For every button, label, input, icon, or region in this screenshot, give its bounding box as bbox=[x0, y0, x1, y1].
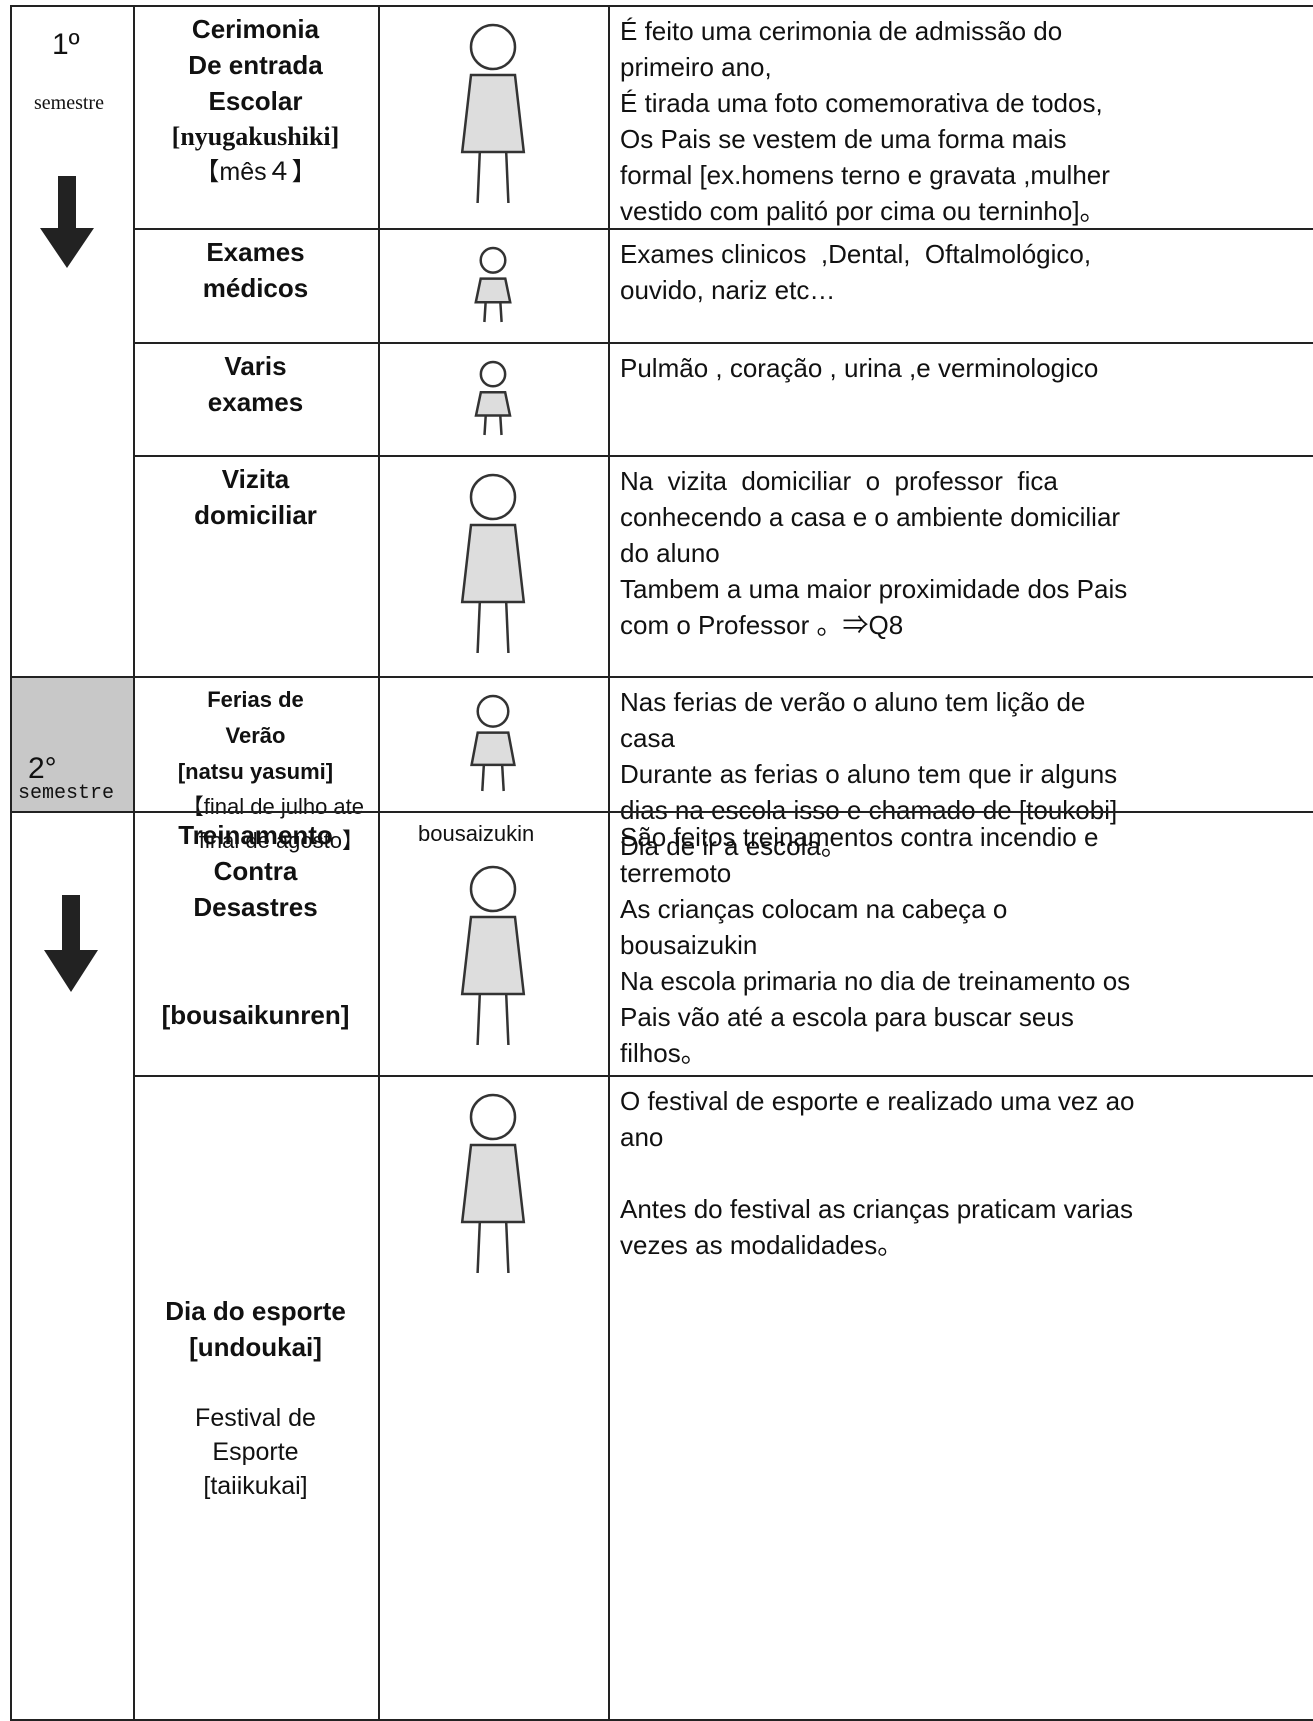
event-note-line: final de agosto】 bbox=[198, 828, 364, 853]
event-name-line: [undoukai] bbox=[189, 1332, 322, 1362]
description-line: ano bbox=[620, 1122, 664, 1152]
description-line: filhos。 bbox=[620, 1038, 707, 1068]
description-line: É tirada uma foto comemorativa de todos, bbox=[620, 88, 1103, 118]
event-note-line: 【final de julho ate bbox=[181, 794, 364, 819]
illustration bbox=[460, 23, 526, 204]
event-name: Exames médicos bbox=[133, 234, 378, 338]
description-line: conhecendo a casa e o ambiente domicilia… bbox=[620, 502, 1121, 532]
description-line: Tambem a uma maior proximidade dos Pais bbox=[620, 574, 1128, 604]
event-name: Cerimonia De entrada Escolar [nyugakushiki]… bbox=[133, 11, 378, 224]
description-line: dias na escola isso e chamado de [toukob… bbox=[620, 795, 1118, 825]
event-name-line: Dia do esporte bbox=[165, 1296, 346, 1326]
semester-sublabel: semestre bbox=[34, 92, 104, 114]
description-line: com o Professor 。⇒Q8 bbox=[620, 610, 904, 640]
description-line: Pais vão até a escola para buscar seus bbox=[620, 1002, 1074, 1032]
description-line: vezes as modalidades。 bbox=[620, 1230, 904, 1260]
description-line: É feito uma cerimonia de admissão do bbox=[620, 16, 1063, 46]
event-name: Vizita domiciliar bbox=[133, 461, 378, 672]
event-note-line: Esporte bbox=[212, 1438, 299, 1466]
event-name-line: médicos bbox=[202, 273, 309, 303]
description-line: As crianças colocam na cabeça o bbox=[620, 894, 1008, 924]
description-line: São feitos treinamentos contra incendio … bbox=[620, 822, 1099, 852]
illustration bbox=[474, 360, 512, 436]
event-name-line: [nyugakushiki] bbox=[171, 122, 340, 151]
description-line: terremoto bbox=[620, 858, 732, 888]
description-line: Na escola primaria no dia de treinamento… bbox=[620, 966, 1131, 996]
event-note-line: 【mês４】 bbox=[194, 158, 317, 186]
event-name-line: Exames bbox=[206, 237, 305, 267]
event-name: Varis exames bbox=[133, 348, 378, 451]
description-line: Dia de ir a escola。 bbox=[620, 831, 847, 861]
illustration bbox=[470, 694, 516, 792]
event-name-line: Contra bbox=[213, 856, 298, 886]
description-line: vestido com palitó por cima ou terninho]… bbox=[620, 196, 1106, 226]
description-line: Na vizita domiciliar o professor fica bbox=[620, 466, 1058, 496]
event-name: Treinamento Contra Desastres [bousaikunren] bbox=[133, 817, 378, 1071]
event-name-line: De entrada bbox=[188, 50, 323, 80]
description-line: bousaizukin bbox=[620, 930, 758, 960]
event-name-line: [natsu yasumi] bbox=[177, 759, 334, 784]
description-line: primeiro ano, bbox=[620, 52, 772, 82]
event-name-line: Ferias de bbox=[207, 687, 304, 712]
description-line: casa bbox=[620, 723, 675, 753]
description-line: formal [ex.homens terno e gravata ,mulhe… bbox=[620, 160, 1110, 190]
semester-cell bbox=[10, 811, 135, 1721]
illustration bbox=[460, 473, 526, 654]
illustration bbox=[460, 1093, 526, 1274]
description-line: do aluno bbox=[620, 538, 720, 568]
description-line: Pulmão , coração , urina ,e verminologic… bbox=[620, 353, 1099, 383]
event-note-line: Festival de bbox=[195, 1404, 316, 1432]
description-line: Nas ferias de verão o aluno tem lição de bbox=[620, 687, 1086, 717]
description-line: ouvido, nariz etc… bbox=[620, 275, 836, 305]
semester-label: 2° bbox=[28, 752, 57, 785]
event-name: Ferias de Verão [natsu yasumi] 【final de ju… bbox=[133, 682, 378, 853]
event-name-line: Treinamento bbox=[178, 820, 333, 850]
description-line: Os Pais se vestem de uma forma mais bbox=[620, 124, 1067, 154]
description-line: Antes do festival as crianças praticam v… bbox=[620, 1194, 1133, 1224]
event-note-line: [taiikukai] bbox=[203, 1472, 308, 1500]
event-name: Dia do esporte [undoukai] Festival de Espor… bbox=[133, 1081, 378, 1715]
illustration bbox=[460, 865, 526, 1046]
semester-label: 1º bbox=[52, 28, 80, 61]
event-name-line: [bousaikunren] bbox=[161, 1000, 350, 1030]
event-name-line: Varis bbox=[224, 351, 287, 381]
description-line: O festival de esporte e realizado uma ve… bbox=[620, 1086, 1135, 1116]
illustration bbox=[474, 246, 512, 323]
event-name-line: Escolar bbox=[208, 86, 303, 116]
event-name-line: domiciliar bbox=[194, 500, 317, 530]
event-name-line: Vizita bbox=[221, 464, 290, 494]
table-cell bbox=[608, 1075, 1313, 1721]
event-name-line: Cerimonia bbox=[191, 14, 320, 44]
event-name-line: Verão bbox=[225, 723, 286, 748]
event-name-line: exames bbox=[207, 387, 304, 417]
description-line: Exames clinicos ,Dental, Oftalmológico, bbox=[620, 239, 1092, 269]
description-line: Durante as ferias o aluno tem que ir alg… bbox=[620, 759, 1118, 789]
event-name-line: Desastres bbox=[193, 892, 318, 922]
semester-sublabel: semestre bbox=[18, 782, 115, 805]
image-caption: bousaizukin bbox=[418, 821, 535, 846]
